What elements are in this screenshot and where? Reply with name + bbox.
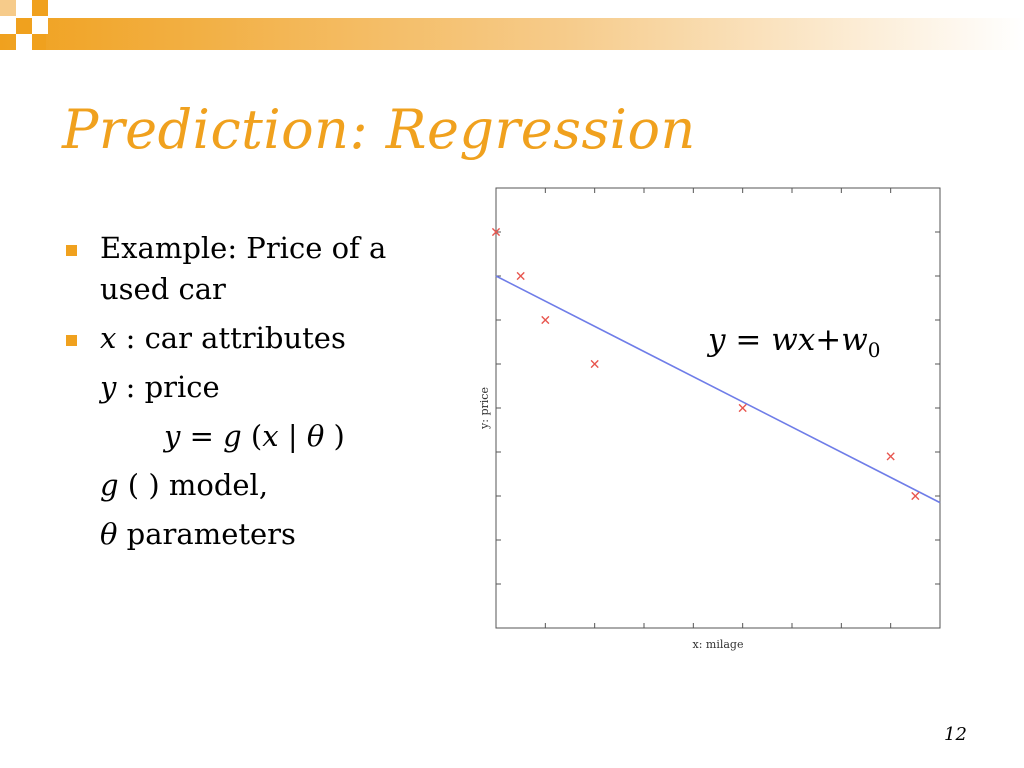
deco-square <box>16 34 32 50</box>
bullet-text: used car <box>100 272 226 306</box>
data-point-x-marker <box>541 315 550 325</box>
sub-line-parameters: θ parameters <box>62 514 462 555</box>
sub-line-model: g ( ) model, <box>62 465 462 506</box>
data-point-x-marker <box>738 403 747 413</box>
bullet-example: Example: Price of a used car <box>62 228 462 310</box>
sub-text: : price <box>116 370 220 404</box>
bullet-text: : car attributes <box>116 321 346 355</box>
page-number: 12 <box>944 724 967 745</box>
sub-line-model-eq: y = g (x | θ ) <box>62 416 462 457</box>
deco-square <box>32 0 48 16</box>
deco-square <box>0 18 16 34</box>
eq-y: y <box>708 322 726 358</box>
slide-title: Prediction: Regression <box>62 98 696 161</box>
header-decoration <box>0 0 1024 50</box>
regression-line <box>495 275 941 504</box>
sub-text: parameters <box>117 517 296 551</box>
data-point-x-marker <box>516 271 525 281</box>
var-theta: θ <box>100 517 118 551</box>
bullet-list: Example: Price of a used car x : car att… <box>62 228 462 555</box>
bullet-x: x : car attributes <box>62 318 462 359</box>
data-point-x-marker <box>590 359 599 369</box>
marker-stroke <box>590 359 599 369</box>
eq-subscript: 0 <box>867 338 881 363</box>
data-point-x-marker <box>911 491 920 501</box>
header-gradient-bar <box>0 18 1024 50</box>
paren-open: ( <box>241 419 263 453</box>
bar: | <box>278 419 307 453</box>
marker-stroke <box>491 227 501 237</box>
data-points <box>491 227 920 501</box>
marker-stroke <box>886 452 895 461</box>
deco-square <box>0 0 16 16</box>
paren-close: ) <box>324 419 345 453</box>
eq-w: w <box>841 322 868 358</box>
sub-line-y: y : price <box>62 367 462 408</box>
y-axis-label: y: price <box>478 387 491 430</box>
deco-square <box>32 18 48 34</box>
marker-stroke <box>541 315 550 325</box>
var-theta: θ <box>306 419 325 453</box>
axis-ticks <box>496 188 940 628</box>
marker-stroke <box>911 491 920 501</box>
eq-sign: = <box>180 419 224 453</box>
data-point-x-marker <box>491 227 501 237</box>
deco-square <box>16 18 32 34</box>
sub-text: ( ) model, <box>118 468 269 502</box>
x-axis-label: x: milage <box>693 638 744 651</box>
marker-stroke <box>738 403 747 413</box>
deco-square <box>32 34 46 50</box>
eq-sign: = <box>725 322 772 358</box>
eq-wx: wx <box>771 322 816 358</box>
eq-plus: + <box>815 322 842 358</box>
var-g: g <box>100 468 119 502</box>
data-point-x-marker <box>886 452 895 461</box>
regression-chart: x: milage y: price <box>478 187 941 651</box>
bullet-text: Example: Price of a <box>100 231 387 265</box>
bullet-square-icon <box>66 245 77 256</box>
var-x: x <box>100 321 117 355</box>
plot-frame <box>495 187 941 629</box>
var-y: y <box>100 370 117 404</box>
regression-equation: y = wx+w0 <box>708 322 881 362</box>
var-y: y <box>164 419 181 453</box>
deco-square <box>16 0 32 16</box>
var-x: x <box>262 419 279 453</box>
bullet-square-icon <box>66 335 77 346</box>
var-g: g <box>223 419 242 453</box>
marker-stroke <box>516 271 525 281</box>
